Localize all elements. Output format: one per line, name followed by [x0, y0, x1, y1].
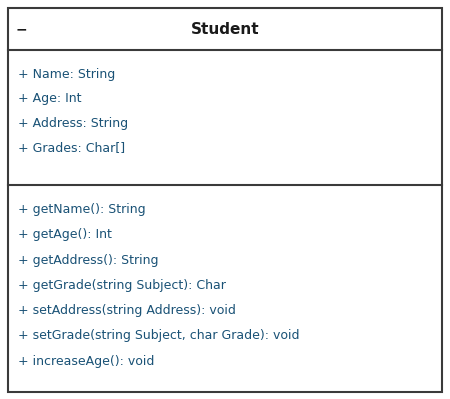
Text: + Grades: Char[]: + Grades: Char[]	[18, 141, 125, 154]
Text: Student: Student	[191, 22, 259, 36]
Text: + setAddress(string Address): void: + setAddress(string Address): void	[18, 304, 236, 317]
Text: + Address: String: + Address: String	[18, 117, 128, 130]
Text: −: −	[16, 22, 27, 36]
Text: + getAddress(): String: + getAddress(): String	[18, 254, 158, 267]
Text: + getGrade(string Subject): Char: + getGrade(string Subject): Char	[18, 279, 226, 292]
Text: + getName(): String: + getName(): String	[18, 203, 146, 216]
Text: + Name: String: + Name: String	[18, 67, 115, 81]
Text: + getAge(): Int: + getAge(): Int	[18, 229, 112, 241]
Text: + setGrade(string Subject, char Grade): void: + setGrade(string Subject, char Grade): …	[18, 330, 300, 342]
Text: + increaseAge(): void: + increaseAge(): void	[18, 355, 154, 368]
Text: + Age: Int: + Age: Int	[18, 92, 81, 105]
